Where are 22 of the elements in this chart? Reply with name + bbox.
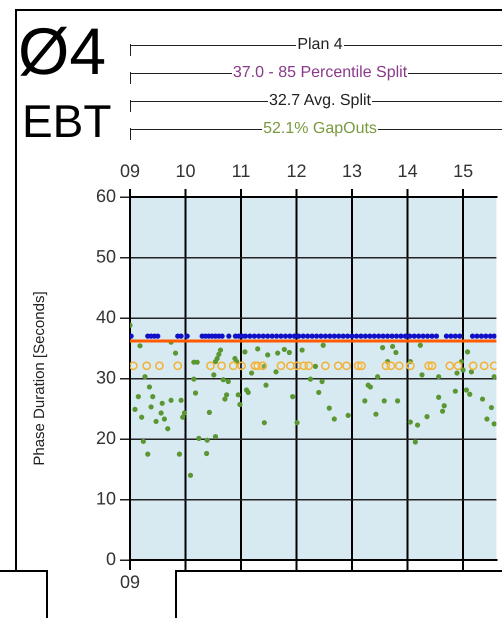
y-axis-title: Phase Duration [Seconds] [31, 291, 48, 466]
y-tick-label: 50 [96, 246, 116, 266]
y-tick-label: 10 [96, 488, 116, 508]
y-tick-label: 0 [106, 548, 116, 569]
y-tick-label: 40 [96, 306, 116, 327]
y-tick-label: 60 [96, 186, 116, 206]
x-tick-label: 13 [342, 161, 362, 182]
text: 32.7 Avg. Split [268, 92, 372, 110]
text: 52.1% GapOuts [262, 120, 378, 138]
text: 09 [120, 572, 140, 592]
chart-title: Ø4 [18, 14, 106, 88]
text: Plan 4 [296, 36, 344, 54]
x-tick-label: 14 [398, 161, 418, 182]
y-tick-label: 30 [96, 367, 116, 388]
x-tick-label: 15 [453, 161, 474, 182]
x-tick-label: 11 [232, 161, 250, 182]
x-tick-label: 10 [176, 161, 196, 182]
text: 37.0 - 85 Percentile Split [232, 64, 408, 82]
x-tick-label: 12 [286, 161, 307, 182]
y-tick-label: 20 [96, 428, 116, 448]
x-tick-label: 09 [120, 161, 140, 182]
chart-subtitle: EBT [22, 95, 112, 147]
